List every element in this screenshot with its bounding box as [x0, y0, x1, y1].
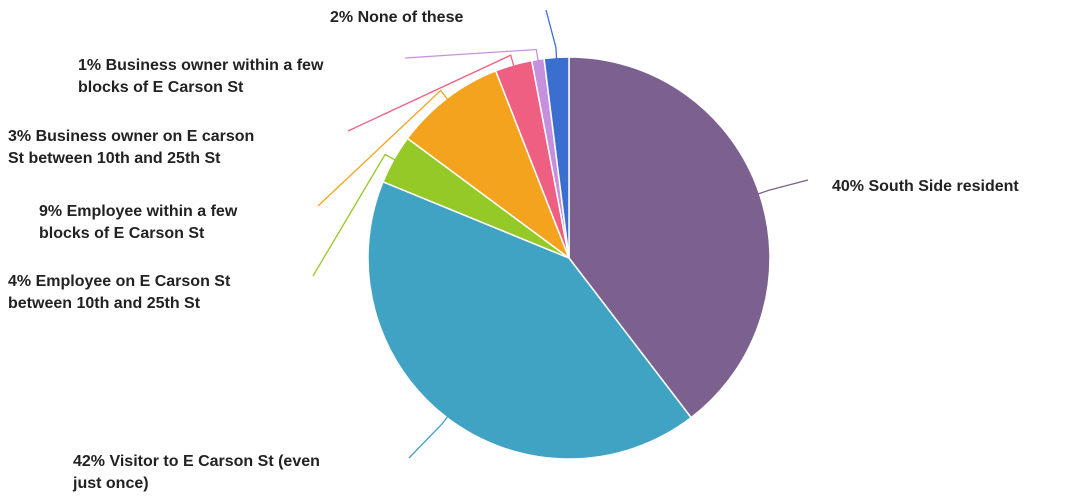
slice-label-line: 9% Employee within a few [39, 203, 238, 220]
slice-label-2: 42% Visitor to E Carson St (even just onc… [72, 453, 320, 492]
leader-line-1 [758, 179, 809, 195]
slice-label-line: blocks of E Carson St [39, 225, 205, 242]
slice-label-line: between 10th and 25th St [8, 295, 201, 312]
slice-label-line: St between 10th and 25th St [8, 150, 221, 167]
slice-label-line: 3% Business owner on E carson [8, 128, 254, 145]
leader-lines-layer [312, 9, 809, 459]
slices-layer [367, 56, 771, 460]
slice-label-line: 42% Visitor to E Carson St (even [73, 453, 320, 470]
leader-line-6 [404, 48, 539, 61]
slice-label-line: just once) [72, 475, 149, 492]
slice-label-5: 3% Business owner on E carson St between … [8, 128, 254, 167]
leader-line-4 [317, 89, 448, 207]
slice-label-6: 1% Business owner within a few blocks of … [78, 57, 324, 96]
slice-label-3: 4% Employee on E Carson St between 10th a… [8, 273, 231, 312]
slice-label-line: 2% None of these [330, 9, 463, 26]
slice-label-line: 1% Business owner within a few [78, 57, 324, 74]
slice-label-4: 9% Employee within a few blocks of E Cars… [39, 203, 238, 242]
leader-line-2 [408, 416, 448, 459]
slice-label-7: 2% None of these [330, 9, 463, 26]
leader-line-5 [347, 54, 515, 132]
leader-line-7 [545, 9, 558, 59]
slice-label-line: 4% Employee on E Carson St [8, 273, 231, 290]
slice-label-line: 40% South Side resident [832, 178, 1019, 195]
leader-line-3 [312, 153, 396, 277]
labels-layer: 40% South Side resident 42% Visitor to E … [8, 9, 1019, 492]
slice-label-1: 40% South Side resident [832, 178, 1019, 195]
slice-label-line: blocks of E Carson St [78, 79, 244, 96]
